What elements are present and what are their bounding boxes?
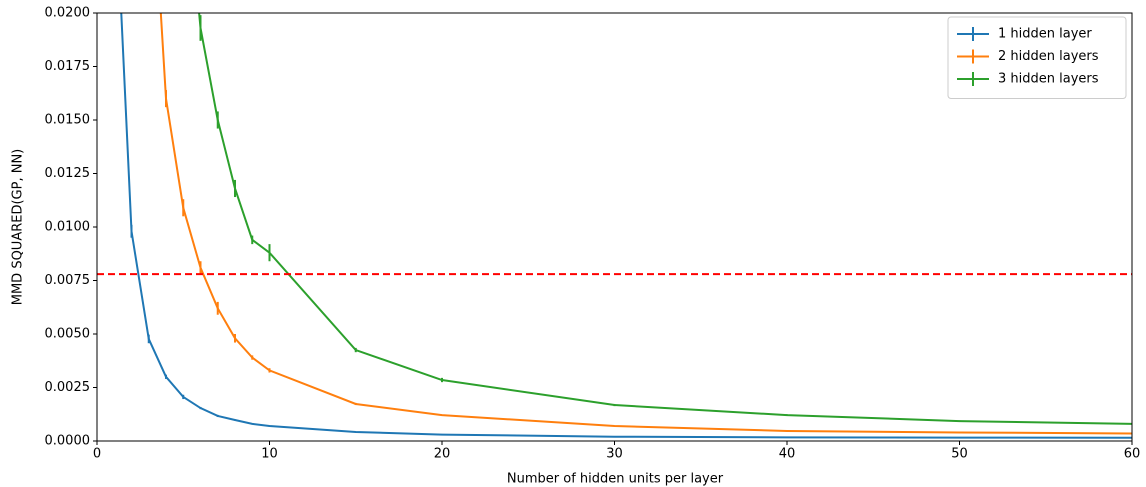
y-tick-label: 0.0025 <box>45 380 91 395</box>
x-tick-label: 60 <box>1124 447 1141 462</box>
y-tick-label: 0.0075 <box>45 273 91 288</box>
x-tick-label: 20 <box>434 447 451 462</box>
y-axis-label: MMD SQUARED(GP, NN) <box>11 149 26 306</box>
y-tick-label: 0.0125 <box>45 166 91 181</box>
x-tick-label: 40 <box>779 447 796 462</box>
x-axis-label: Number of hidden units per layer <box>507 472 724 487</box>
y-tick-label: 0.0175 <box>45 59 91 74</box>
x-tick-label: 50 <box>951 447 968 462</box>
y-tick-label: 0.0100 <box>45 220 91 235</box>
x-tick-label: 30 <box>606 447 623 462</box>
y-tick-label: 0.0200 <box>45 6 91 21</box>
plot-frame <box>96 12 1133 442</box>
legend-label: 2 hidden layers <box>998 49 1099 64</box>
y-tick-label: 0.0000 <box>45 434 91 449</box>
legend-label: 3 hidden layers <box>998 72 1099 87</box>
legend-label: 1 hidden layer <box>998 27 1092 42</box>
series-line <box>159 13 1132 435</box>
series-line <box>120 13 1132 439</box>
plot-area <box>97 13 1132 439</box>
y-tick-label: 0.0150 <box>45 113 91 128</box>
x-tick-label: 0 <box>93 447 101 462</box>
y-tick-label: 0.0050 <box>45 327 91 342</box>
series-line <box>198 13 1132 425</box>
x-tick-label: 10 <box>261 447 278 462</box>
legend-box <box>947 16 1127 99</box>
